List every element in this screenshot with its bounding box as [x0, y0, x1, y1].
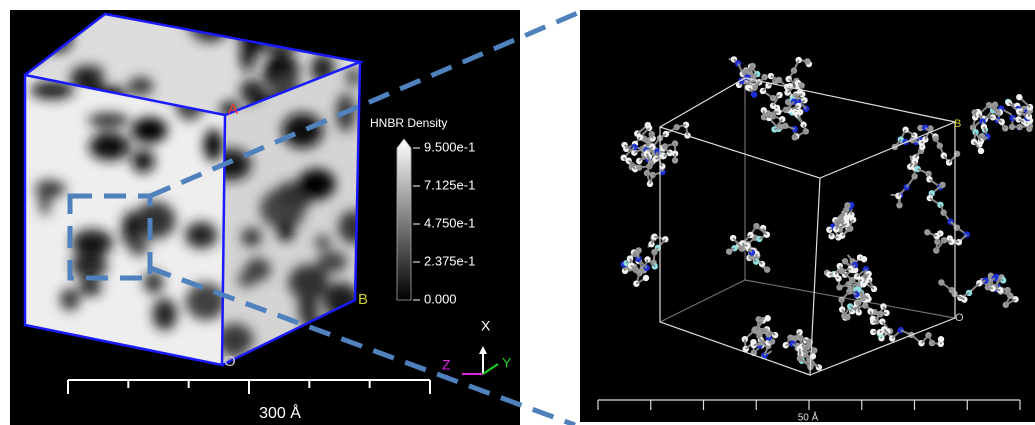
atom [860, 255, 868, 263]
axis-triad [462, 346, 499, 375]
density-cube [23, 12, 365, 367]
density-blob [152, 298, 178, 331]
atom [917, 124, 924, 132]
atom [870, 328, 877, 336]
density-blob [185, 282, 225, 321]
density-blob [79, 279, 102, 296]
density-blob [60, 288, 80, 311]
corner-label: O [955, 312, 964, 324]
density-blob [71, 229, 114, 256]
density-blob [128, 237, 149, 256]
density-blob [131, 149, 155, 173]
atom [937, 336, 945, 343]
axis-label: X [481, 318, 491, 334]
atom [764, 315, 771, 322]
density-blob [315, 235, 331, 249]
density-blob [282, 113, 323, 149]
atom [847, 265, 854, 273]
zoom-indicator [67, 9, 581, 425]
density-blob [185, 221, 218, 249]
density-blob [316, 250, 348, 273]
legend-tick-label: 4.750e-1 [424, 215, 475, 230]
atom [977, 147, 985, 155]
density-blob [87, 113, 130, 127]
axis-label: Z [442, 357, 451, 373]
density-blob [30, 81, 75, 100]
molecule [620, 56, 1034, 371]
legend-title: HNBR Density [370, 116, 447, 130]
density-blob [203, 128, 223, 162]
density-blob [127, 77, 154, 95]
density-blob [71, 251, 108, 280]
atom [777, 123, 785, 131]
density-blob [239, 79, 265, 104]
atom [859, 295, 866, 302]
scale-bar [67, 379, 431, 394]
density-blob [277, 220, 295, 242]
legend-tick-label: 2.375e-1 [424, 253, 475, 268]
corner-label: B [358, 291, 368, 308]
atom [924, 229, 931, 236]
atom [938, 279, 945, 286]
density-blob [93, 131, 118, 156]
scale-bar [597, 399, 1021, 410]
density-blob [338, 210, 360, 244]
axis-label: Y [502, 355, 512, 371]
atom [796, 345, 803, 352]
density-blob [298, 289, 318, 327]
density-blob [38, 178, 51, 216]
atom [750, 91, 758, 98]
density-blob [346, 67, 360, 87]
scale-label: 50 Å [798, 411, 819, 424]
density-blob [131, 117, 168, 144]
density-blob [241, 228, 262, 247]
legend-tick-label: 7.125e-1 [424, 177, 475, 192]
legend-tick-label: 9.500e-1 [424, 139, 475, 154]
scale-label: 300 Å [259, 403, 301, 422]
density-blob [222, 148, 252, 181]
density-blob [222, 322, 249, 358]
corner-label: A [228, 101, 238, 118]
atom [843, 214, 850, 222]
atom [845, 281, 852, 288]
density-blob [238, 271, 256, 288]
atom [811, 347, 818, 354]
atom [671, 157, 679, 164]
density-blob [143, 271, 164, 294]
density-blob [298, 168, 336, 200]
unit-cell [659, 77, 958, 376]
density-blob [134, 201, 176, 239]
atom [642, 274, 650, 282]
atom [725, 248, 733, 255]
corner-label: B [954, 118, 961, 130]
atom [1016, 93, 1023, 101]
colorbar [396, 138, 412, 301]
atom [883, 309, 890, 317]
corner-label: O [224, 353, 236, 370]
legend-tick-label: 0.000 [424, 291, 457, 306]
